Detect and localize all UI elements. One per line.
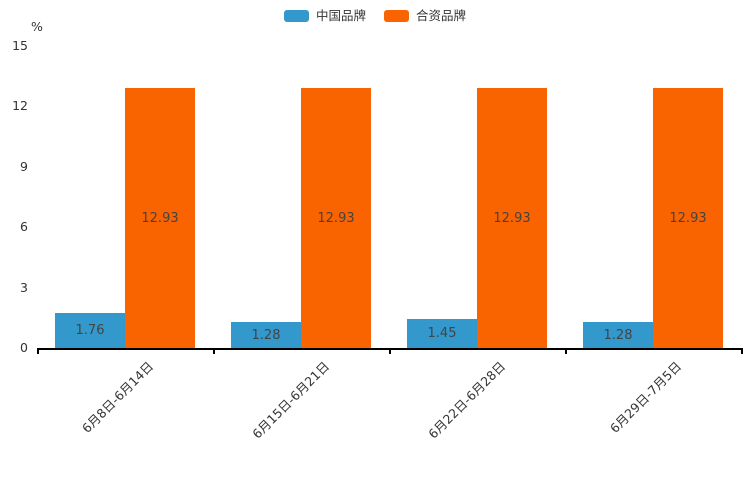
y-axis-tick-label: 9 — [20, 158, 28, 174]
legend-label-joint-venture-brand: 合资品牌 — [416, 8, 467, 23]
y-axis-tick-label: 0 — [20, 339, 28, 355]
x-axis-tick-label: 6月8日-6月14日 — [78, 358, 157, 436]
bar-value-label: 12.93 — [317, 210, 355, 226]
bar-value-label: 12.93 — [669, 210, 707, 226]
bar-value-label: 1.28 — [603, 328, 633, 344]
chart-legend: 中国品牌 合资品牌 — [0, 8, 750, 23]
y-axis-tick-labels: 0 3 6 9 12 15 — [0, 0, 28, 500]
x-axis-tick-label: 6月15日-6月21日 — [249, 358, 333, 442]
y-axis-tick-label: 3 — [20, 279, 28, 295]
x-axis-tick-label: 6月22日-6月28日 — [425, 358, 509, 442]
legend-label-china-brand: 中国品牌 — [315, 8, 366, 23]
bar-value-label: 1.45 — [427, 326, 457, 342]
legend-item-joint-venture-brand[interactable]: 合资品牌 — [384, 8, 467, 23]
legend-swatch-china-brand — [283, 10, 309, 23]
x-axis-tick — [37, 348, 39, 354]
bar-joint-venture-brand[interactable] — [477, 87, 547, 348]
x-axis-tick — [213, 348, 215, 354]
bar-joint-venture-brand[interactable] — [125, 87, 195, 348]
bar-value-label: 1.28 — [251, 328, 281, 344]
x-axis-tick-label: 6月29日-7月5日 — [606, 358, 685, 436]
legend-item-china-brand[interactable]: 中国品牌 — [283, 8, 366, 23]
bar-value-label: 12.93 — [493, 210, 531, 226]
bar-china-brand[interactable] — [583, 322, 653, 348]
plot-area: 1.76 12.93 1.28 12.93 1.45 12.93 1.28 12.93 — [37, 40, 741, 348]
bar-china-brand[interactable] — [231, 322, 301, 348]
legend-swatch-joint-venture-brand — [384, 10, 409, 23]
y-axis-unit-label: % — [31, 19, 43, 34]
x-axis-tick — [389, 348, 391, 354]
bar-value-label: 1.76 — [75, 323, 105, 339]
bar-china-brand[interactable] — [407, 318, 477, 348]
bar-joint-venture-brand[interactable] — [653, 87, 723, 348]
y-axis-tick-label: 6 — [20, 218, 28, 234]
x-axis-tick — [565, 348, 567, 354]
bar-china-brand[interactable] — [55, 312, 125, 348]
bar-joint-venture-brand[interactable] — [301, 87, 371, 348]
x-axis-tick — [741, 348, 743, 354]
y-axis-tick-label: 15 — [12, 37, 28, 53]
bar-value-label: 12.93 — [141, 210, 179, 226]
y-axis-tick-label: 12 — [12, 98, 28, 114]
